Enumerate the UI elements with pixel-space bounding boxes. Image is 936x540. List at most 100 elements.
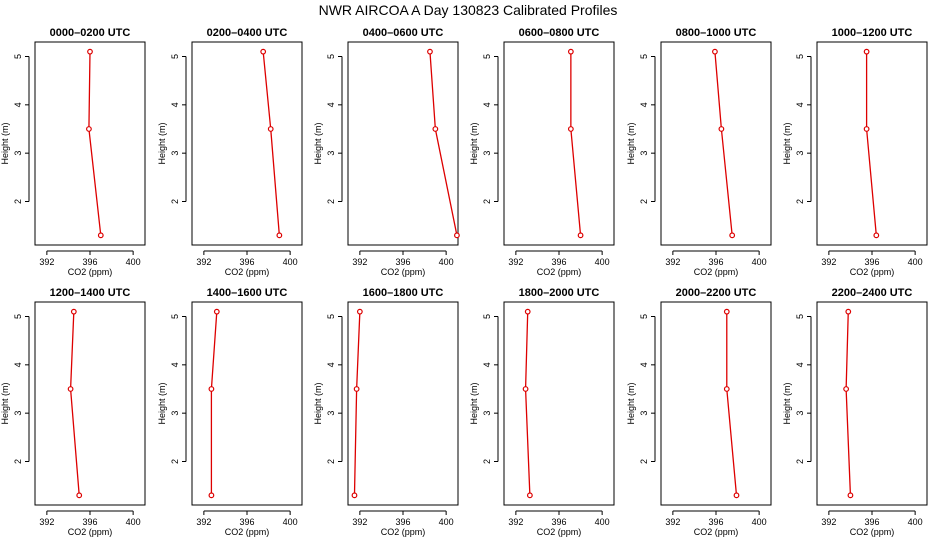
profile-point: [67, 386, 74, 392]
x-tick-label: 400: [439, 257, 454, 267]
profile-line: [845, 311, 852, 496]
profile-point: [356, 308, 363, 315]
profile-point: [70, 308, 77, 315]
y-axis-label: Height (m): [469, 382, 479, 424]
plot-frame: [347, 41, 459, 246]
x-tick-label: 396: [239, 257, 254, 267]
y-tick-label: 5: [326, 314, 336, 319]
x-tick-label: 400: [439, 517, 454, 527]
plot-frame: [503, 301, 615, 506]
y-tick-label: 5: [326, 54, 336, 59]
x-tick-label: 392: [196, 257, 211, 267]
y-tick-label: 3: [326, 411, 336, 416]
x-tick-label: 392: [665, 257, 680, 267]
x-axis-label: CO2 (ppm): [225, 527, 270, 537]
profile-line: [69, 311, 80, 496]
profile-panel: 0000–0200 UTC 392 396 400 CO2 (ppm) 2 3 4 5 Heigh…: [0, 27, 146, 277]
profile-point: [863, 48, 870, 55]
x-tick-label: 400: [126, 517, 141, 527]
profile-line: [262, 51, 281, 236]
y-tick-label: 4: [482, 102, 492, 107]
x-tick-label: 400: [595, 257, 610, 267]
y-tick-label: 2: [13, 459, 23, 464]
panel-title: 1200–1400 UTC: [50, 287, 131, 299]
y-tick-label: 2: [170, 199, 180, 204]
y-tick-label: 5: [482, 314, 492, 319]
profile-line: [570, 51, 582, 236]
y-tick-label: 4: [795, 102, 805, 107]
y-tick-label: 3: [170, 411, 180, 416]
x-tick-label: 392: [352, 257, 367, 267]
y-tick-label: 2: [326, 199, 336, 204]
profile-panel: 0400–0600 UTC 392 396 400 CO2 (ppm) 2 3 4 5 Heigh…: [313, 27, 460, 277]
profile-point: [267, 126, 274, 132]
profile-point: [712, 48, 718, 55]
profile-point: [86, 126, 92, 132]
x-axis-label: CO2 (ppm): [694, 267, 739, 277]
profile-point: [213, 308, 220, 315]
profile-point: [208, 386, 215, 392]
profile-line: [88, 51, 102, 236]
profile-point: [276, 232, 283, 239]
plot-frame: [191, 301, 303, 506]
y-tick-label: 3: [13, 151, 23, 156]
y-axis-label: Height (m): [313, 382, 323, 424]
x-axis-label: CO2 (ppm): [850, 527, 895, 537]
profile-point: [723, 308, 730, 315]
profile-point: [843, 386, 850, 392]
y-tick-label: 5: [795, 314, 805, 319]
y-tick-label: 2: [13, 199, 23, 204]
panel-title: 2000–2200 UTC: [676, 287, 757, 299]
y-tick-label: 3: [482, 411, 492, 416]
x-tick-label: 396: [708, 257, 723, 267]
profile-panel: 1600–1800 UTC 392 396 400 CO2 (ppm) 2 3 4 5 Heigh…: [313, 287, 459, 537]
profile-panel: 1000–1200 UTC 392 396 400 CO2 (ppm) 2 3 4 5 Heigh…: [782, 27, 928, 277]
panel-title: 1400–1600 UTC: [207, 287, 288, 299]
y-tick-label: 5: [639, 314, 649, 319]
profile-point: [729, 232, 736, 239]
plot-frame: [34, 41, 146, 246]
y-tick-label: 5: [482, 54, 492, 59]
profile-point: [432, 126, 439, 132]
y-axis-label: Height (m): [157, 382, 167, 424]
y-tick-label: 4: [170, 362, 180, 367]
x-tick-label: 400: [595, 517, 610, 527]
y-axis-label: Height (m): [313, 122, 323, 164]
x-tick-label: 392: [508, 517, 523, 527]
profile-panel: 2200–2400 UTC 392 396 400 CO2 (ppm) 2 3 4 5 Heigh…: [782, 287, 928, 537]
plot-frame: [347, 301, 459, 506]
profile-point: [522, 386, 529, 392]
x-tick-label: 396: [864, 257, 879, 267]
x-tick-label: 392: [821, 517, 836, 527]
profile-point: [847, 492, 854, 499]
profile-line: [714, 51, 733, 236]
x-axis-label: CO2 (ppm): [68, 527, 113, 537]
profile-panel: 2000–2200 UTC 392 396 400 CO2 (ppm) 2 3 4 5 Heigh…: [626, 287, 772, 537]
y-axis-label: Height (m): [0, 382, 10, 424]
y-axis-label: Height (m): [626, 382, 636, 424]
y-tick-label: 4: [482, 362, 492, 367]
figure-title: NWR AIRCOA A Day 130823 Calibrated Profi…: [318, 2, 618, 18]
x-tick-label: 396: [708, 517, 723, 527]
profile-panel: 1200–1400 UTC 392 396 400 CO2 (ppm) 2 3 4 5 Heigh…: [0, 287, 146, 537]
x-tick-label: 400: [126, 257, 141, 267]
y-tick-label: 5: [13, 54, 23, 59]
profile-point: [427, 48, 433, 55]
y-tick-label: 4: [639, 102, 649, 107]
x-tick-label: 396: [551, 517, 566, 527]
y-tick-label: 5: [170, 54, 180, 59]
x-axis-label: CO2 (ppm): [381, 267, 426, 277]
profile-panel: 1800–2000 UTC 392 396 400 CO2 (ppm) 2 3 4 5 Heigh…: [469, 287, 615, 537]
panel-title: 0600–0800 UTC: [519, 27, 600, 39]
profile-panel: 0600–0800 UTC 392 396 400 CO2 (ppm) 2 3 4 5 Heigh…: [469, 27, 615, 277]
y-tick-label: 5: [170, 314, 180, 319]
x-tick-label: 392: [39, 257, 54, 267]
x-axis-label: CO2 (ppm): [850, 267, 895, 277]
y-tick-label: 5: [639, 54, 649, 59]
y-tick-label: 4: [795, 362, 805, 367]
y-tick-label: 4: [13, 102, 23, 107]
y-tick-label: 3: [13, 411, 23, 416]
y-tick-label: 4: [13, 362, 23, 367]
profile-point: [567, 48, 574, 55]
